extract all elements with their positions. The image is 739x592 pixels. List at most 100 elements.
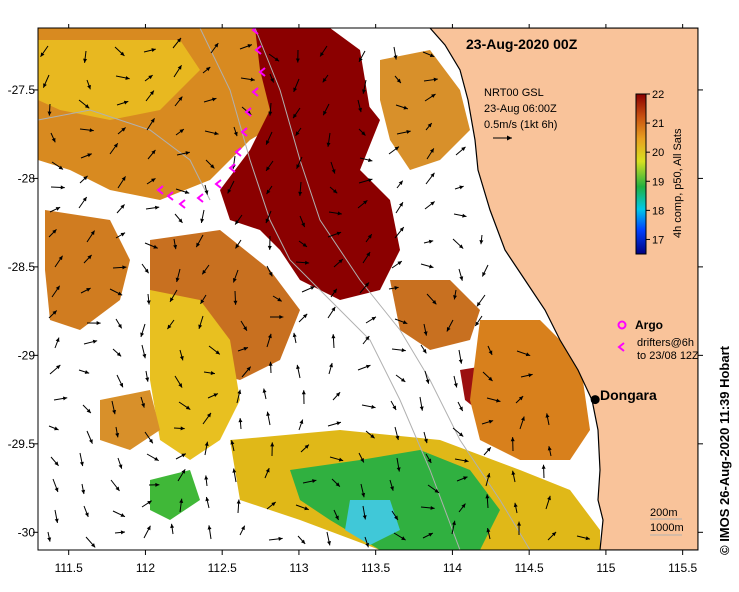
current-arrowhead (331, 334, 336, 339)
current-arrowhead (541, 464, 546, 469)
drifter-chevron (240, 127, 248, 137)
isobath-west (38, 109, 211, 201)
current-arrowhead (301, 222, 305, 228)
current-arrowhead (154, 456, 159, 461)
vector-scale-arrowhead (507, 135, 512, 141)
current-arrowhead (476, 301, 481, 307)
y-tick-label-1: -28 (18, 171, 36, 185)
current-arrowhead (425, 379, 430, 384)
current-arrowhead (145, 377, 150, 382)
current-arrowhead (320, 52, 324, 57)
current-arrowhead (394, 146, 399, 151)
current-arrowhead (296, 364, 301, 370)
current-arrowhead (396, 467, 401, 472)
current-arrowhead (120, 204, 125, 209)
current-arrowhead (81, 489, 86, 495)
current-arrowhead (177, 65, 182, 70)
current-arrowhead (513, 502, 518, 508)
current-arrowhead (429, 53, 435, 58)
current-arrowhead (423, 438, 428, 444)
isobath-legend: 200m 1000m (650, 507, 684, 536)
current-arrowhead (453, 383, 458, 388)
x-axis: 111.5 112 112.5 113 113.5 114 114.5 115 115.5 (55, 24, 698, 575)
current-arrowhead (461, 146, 466, 151)
x-tick-label-4: 113.5 (361, 561, 390, 575)
current-arrowhead (395, 435, 400, 440)
current-arrowhead (270, 442, 275, 447)
current-arrowhead (267, 333, 272, 339)
current-arrowhead (359, 57, 363, 62)
drifter-chevron (244, 107, 252, 117)
x-tick-label-8: 115.5 (668, 561, 697, 575)
current-arrowhead (181, 453, 186, 458)
current-arrowhead (335, 515, 339, 520)
current-arrowhead (485, 494, 490, 499)
colorbar-tick-label-5: 17 (652, 234, 664, 246)
current-arrowhead (86, 288, 91, 292)
x-tick-label-6: 114.5 (515, 561, 544, 575)
current-arrowhead (268, 271, 273, 277)
sst-patch-mid-east-orange (390, 280, 480, 350)
current-arrowhead (458, 244, 464, 249)
current-arrowhead (293, 87, 298, 92)
current-arrowhead (332, 189, 338, 194)
current-arrowhead (55, 285, 60, 291)
current-arrowhead (60, 185, 65, 190)
colorbar-label: 4h comp, p50, All Sats (672, 128, 684, 238)
current-arrowhead (293, 113, 297, 119)
current-arrowhead (396, 78, 401, 84)
current-arrowhead (84, 104, 90, 109)
current-arrowhead (185, 151, 190, 156)
current-arrowhead (390, 486, 394, 491)
current-arrowhead (300, 539, 306, 544)
current-arrowhead (393, 55, 398, 60)
current-arrowhead (312, 479, 317, 484)
current-arrowhead (399, 202, 403, 207)
current-arrowhead (547, 446, 552, 451)
current-arrowhead (486, 473, 491, 478)
credit-text: © IMOS 26-Aug-2020 11:39 Hobart (717, 345, 732, 555)
current-arrowhead (184, 190, 190, 194)
current-arrowhead (510, 437, 515, 442)
current-arrowhead (207, 412, 211, 418)
current-arrowhead (496, 398, 501, 403)
current-arrowhead (482, 272, 486, 277)
current-arrowhead (144, 268, 149, 274)
current-arrowhead (301, 390, 306, 395)
current-arrowhead (427, 123, 432, 128)
current-arrowhead (113, 143, 118, 148)
current-arrowhead (180, 426, 185, 431)
current-arrowhead (298, 191, 303, 196)
current-arrowhead (179, 498, 184, 503)
current-arrowhead (398, 180, 403, 186)
map-title: 23-Aug-2020 00Z (466, 36, 578, 52)
current-arrowhead (116, 352, 122, 357)
current-arrowhead (151, 149, 156, 155)
current-arrowhead (246, 366, 251, 371)
current-arrowhead (326, 142, 331, 147)
drifter-chevron (166, 191, 174, 201)
current-arrowhead (430, 505, 435, 510)
current-arrowhead (120, 530, 125, 535)
vector-legend-line3: 0.5m/s (1kt 6h) (484, 119, 557, 131)
drifter-chevron (196, 193, 204, 203)
x-tick-label-2: 112.5 (208, 561, 237, 575)
current-arrowhead (235, 220, 240, 225)
drifter-chevron (251, 28, 259, 35)
current-arrowhead (119, 382, 123, 388)
current-arrowhead (148, 75, 153, 80)
current-arrowhead (247, 44, 252, 48)
current-arrowhead (367, 234, 372, 239)
current-arrowhead (338, 259, 343, 264)
current-arrowhead (141, 403, 146, 408)
current-arrowhead (406, 129, 411, 134)
current-arrowhead (362, 515, 367, 520)
current-arrowhead (121, 176, 126, 181)
current-arrowhead (329, 363, 333, 368)
current-arrowhead (279, 315, 284, 320)
current-arrowhead (82, 196, 87, 202)
current-arrowhead (91, 543, 96, 548)
current-arrowhead (267, 245, 272, 250)
current-arrowhead (488, 350, 493, 355)
current-arrowhead (545, 413, 550, 418)
